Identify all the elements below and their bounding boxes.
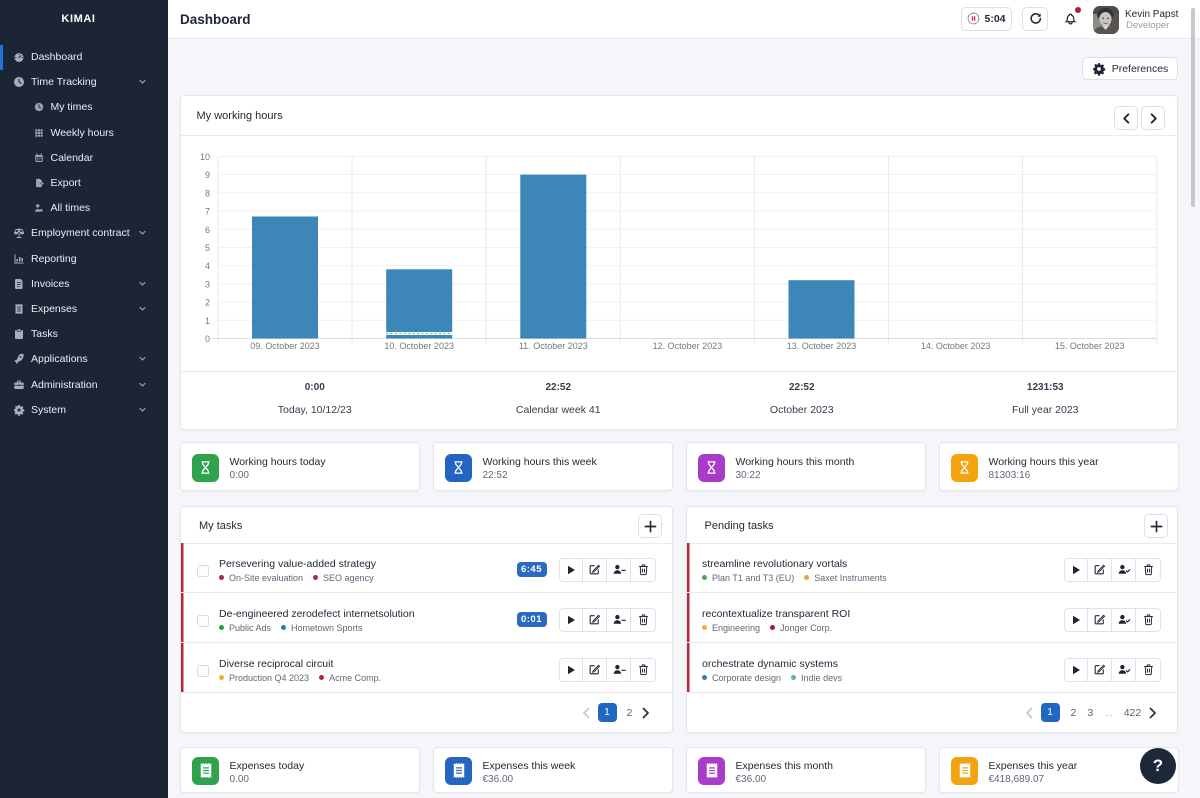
svg-text:1: 1 (205, 316, 210, 326)
svg-text:4: 4 (205, 261, 210, 271)
svg-text:7: 7 (205, 207, 210, 217)
svg-text:15. October 2023: 15. October 2023 (1055, 341, 1125, 351)
svg-text:14. October 2023: 14. October 2023 (921, 341, 991, 351)
svg-text:09. October 2023: 09. October 2023 (250, 341, 320, 351)
svg-text:0: 0 (205, 334, 210, 344)
svg-text:5: 5 (205, 243, 210, 253)
svg-text:10: 10 (200, 152, 210, 162)
svg-text:13. October 2023: 13. October 2023 (787, 341, 857, 351)
svg-text:11. October 2023: 11. October 2023 (519, 341, 588, 351)
svg-text:3: 3 (205, 279, 210, 289)
svg-text:12. October 2023: 12. October 2023 (653, 341, 723, 351)
svg-text:2: 2 (205, 298, 210, 308)
svg-text:6: 6 (205, 225, 210, 235)
svg-text:10. October 2023: 10. October 2023 (384, 341, 454, 351)
svg-text:8: 8 (205, 188, 210, 198)
svg-text:9: 9 (205, 170, 210, 180)
